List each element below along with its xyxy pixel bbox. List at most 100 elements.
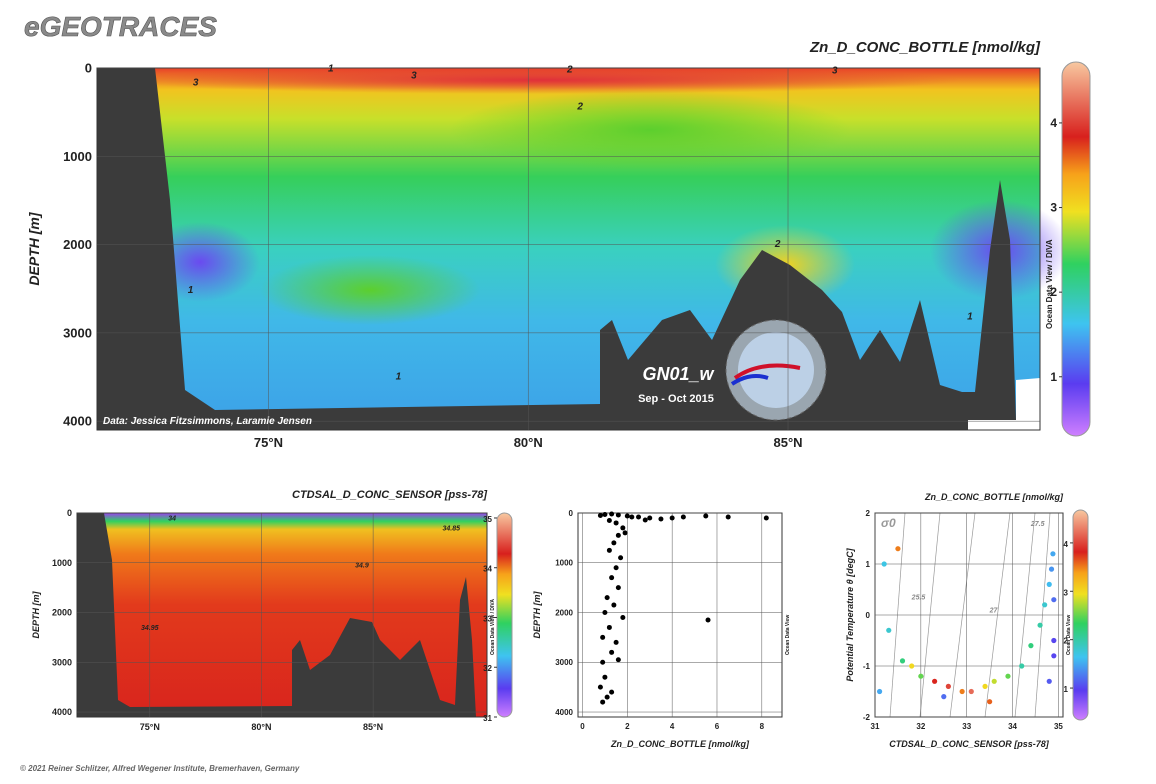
point (604, 595, 610, 601)
contour-label: 34.9 (355, 563, 369, 570)
isopycnal-label: 27.5 (1030, 521, 1045, 528)
contour-label: 3 (193, 78, 199, 89)
side-label: Ocean Data View / DIVA (1045, 239, 1054, 329)
y-axis-label: Potential Temperature θ [degC] (845, 547, 855, 681)
point (881, 561, 887, 567)
point (1051, 653, 1057, 659)
point (705, 617, 711, 623)
y-tick-label: 1000 (555, 559, 573, 568)
colorbar-tick-label: 3 (1064, 588, 1069, 597)
y-axis-label: DEPTH [m] (26, 211, 42, 285)
point (1046, 581, 1052, 588)
colorbar-tick-label: 34 (483, 565, 492, 574)
point (615, 585, 621, 591)
point (613, 639, 619, 645)
x-tick-label: 6 (715, 722, 720, 731)
section-field (97, 66, 1070, 430)
cruise-name: GN01_w (642, 364, 714, 384)
x-tick-label: 80°N (251, 722, 271, 732)
contour-label: 3 (411, 71, 417, 82)
point (636, 514, 642, 520)
point (1051, 597, 1057, 603)
contour-label: 1 (967, 312, 973, 323)
point (1037, 622, 1043, 628)
point (602, 674, 608, 680)
point (602, 610, 608, 616)
colorbar (1072, 509, 1089, 721)
y-tick-label: 1000 (63, 149, 92, 164)
contour-label: 3 (832, 65, 838, 76)
point (615, 532, 621, 538)
y-tick-label: 4000 (63, 414, 92, 429)
point (669, 515, 675, 521)
colorbar (496, 512, 513, 718)
point (1042, 602, 1048, 608)
point (703, 513, 709, 519)
point (895, 546, 901, 552)
point (597, 512, 603, 518)
point (959, 688, 965, 695)
point (982, 683, 988, 690)
chart-title: Zn_D_CONC_BOTTLE [nmol/kg] (809, 39, 1041, 56)
point (620, 614, 626, 620)
point (618, 555, 624, 561)
isopycnal-name: σ0 (881, 516, 896, 530)
point (1051, 637, 1057, 644)
contour-label: 34 (168, 515, 176, 522)
y-tick-label: -1 (863, 662, 871, 671)
y-tick-label: 1 (866, 560, 871, 569)
point (680, 514, 686, 520)
point (613, 565, 619, 571)
app-title: eGEOTRACES (24, 11, 217, 42)
chart-title: CTDSAL_D_CONC_SENSOR [pss-78] (292, 489, 487, 501)
point (609, 689, 615, 695)
point (909, 663, 915, 669)
side-label: Ocean Data View (785, 615, 791, 655)
point (987, 699, 993, 705)
cruise-period: Sep - Oct 2015 (638, 393, 714, 405)
chart-title: Zn_D_CONC_BOTTLE [nmol/kg] (924, 492, 1064, 502)
colorbar-tick-label: 2 (1064, 637, 1069, 646)
isopycnal-label: 27 (989, 607, 999, 614)
x-tick-label: 85°N (363, 722, 383, 732)
y-tick-label: 0 (866, 611, 871, 620)
data-credit: Data: Jessica Fitzsimmons, Laramie Jense… (103, 416, 312, 427)
point (629, 514, 635, 520)
point (604, 694, 610, 700)
point (606, 517, 612, 523)
point (615, 512, 621, 518)
point (918, 673, 924, 679)
x-tick-label: 34 (1008, 722, 1017, 731)
point (606, 624, 612, 630)
point (611, 540, 617, 546)
y-tick-label: 2000 (555, 608, 573, 617)
contour-label: 1 (396, 372, 402, 383)
colorbar (1061, 61, 1091, 437)
colorbar-tick-label: 33 (483, 614, 492, 623)
point (1005, 673, 1011, 679)
y-tick-label: 3000 (52, 657, 72, 667)
point (968, 688, 974, 695)
x-tick-label: 8 (760, 722, 765, 731)
y-tick-label: 0 (85, 61, 92, 76)
colorbar-tick-label: 1 (1064, 685, 1069, 694)
point (600, 659, 606, 665)
colorbar-tick-label: 31 (483, 714, 492, 723)
point (932, 678, 938, 684)
contour-label: 34.95 (141, 625, 159, 632)
x-axis-label: Zn_D_CONC_BOTTLE [nmol/kg] (610, 739, 750, 749)
colorbar-tick-label: 4 (1050, 116, 1057, 130)
copyright: © 2021 Reiner Schlitzer, Alfred Wegener … (20, 764, 300, 773)
plot-frame (577, 512, 783, 718)
point (624, 513, 630, 519)
point (606, 547, 612, 553)
colorbar-tick-label: 1 (1050, 370, 1057, 384)
point (613, 520, 619, 526)
contour-label: 2 (774, 239, 781, 250)
y-tick-label: 4000 (555, 708, 573, 717)
point (1048, 566, 1055, 572)
point (609, 649, 615, 655)
point (1019, 663, 1025, 669)
y-tick-label: 2 (866, 509, 871, 518)
